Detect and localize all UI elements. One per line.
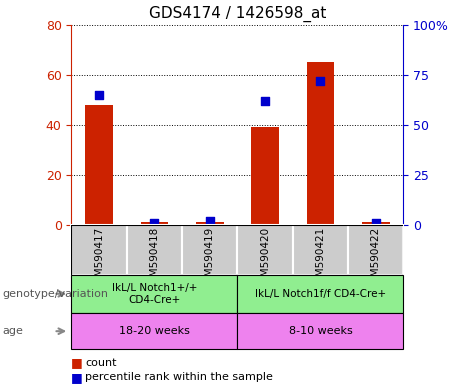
Text: GSM590422: GSM590422: [371, 227, 381, 290]
Bar: [127, 225, 182, 275]
Text: age: age: [2, 326, 23, 336]
Bar: [237, 275, 403, 313]
Point: [206, 218, 213, 224]
Bar: [307, 62, 334, 225]
Text: genotype/variation: genotype/variation: [2, 289, 108, 299]
Text: IkL/L Notch1+/+
CD4-Cre+: IkL/L Notch1+/+ CD4-Cre+: [112, 283, 197, 305]
Text: count: count: [85, 358, 117, 368]
Title: GDS4174 / 1426598_at: GDS4174 / 1426598_at: [149, 6, 326, 22]
Text: GSM590421: GSM590421: [315, 227, 325, 290]
Text: GSM590419: GSM590419: [205, 227, 215, 290]
Bar: [348, 225, 403, 275]
Point: [95, 92, 103, 98]
Point: [372, 220, 379, 226]
Bar: [71, 225, 127, 275]
Bar: [182, 225, 237, 275]
Text: GSM590418: GSM590418: [149, 227, 160, 290]
Bar: [141, 222, 168, 225]
Bar: [362, 222, 390, 225]
Point: [317, 78, 324, 84]
Point: [261, 98, 269, 104]
Point: [151, 220, 158, 226]
Bar: [196, 222, 224, 225]
Text: IkL/L Notch1f/f CD4-Cre+: IkL/L Notch1f/f CD4-Cre+: [255, 289, 386, 299]
Bar: [237, 313, 403, 349]
Bar: [71, 275, 237, 313]
Text: GSM590420: GSM590420: [260, 227, 270, 290]
Bar: [237, 225, 293, 275]
Text: percentile rank within the sample: percentile rank within the sample: [85, 372, 273, 382]
Text: 8-10 weeks: 8-10 weeks: [289, 326, 352, 336]
Bar: [251, 127, 279, 225]
Bar: [293, 225, 348, 275]
Text: GSM590417: GSM590417: [94, 227, 104, 290]
Text: ■: ■: [71, 371, 87, 384]
Text: ■: ■: [71, 356, 87, 369]
Bar: [71, 313, 237, 349]
Bar: [85, 105, 113, 225]
Text: 18-20 weeks: 18-20 weeks: [119, 326, 190, 336]
